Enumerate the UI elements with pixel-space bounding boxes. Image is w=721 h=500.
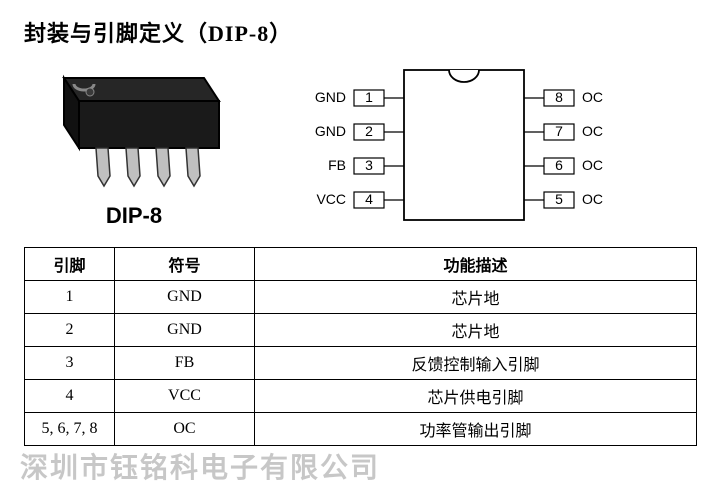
- pinout-right-group: 8 OC 7 OC 6 OC 5 OC: [524, 89, 603, 208]
- pin-num-8: 8: [555, 89, 563, 105]
- table-row: 1 GND 芯片地: [25, 281, 697, 314]
- pin-label-3: FB: [328, 157, 346, 173]
- table-header-row: 引脚 符号 功能描述: [25, 248, 697, 281]
- pin-num-2: 2: [365, 123, 373, 139]
- pin-num-3: 3: [365, 157, 373, 173]
- pin-label-2: GND: [315, 123, 346, 139]
- table-row: 5, 6, 7, 8 OC 功率管输出引脚: [25, 413, 697, 446]
- pin-num-4: 4: [365, 191, 373, 207]
- pin-label-4: VCC: [316, 191, 346, 207]
- pin-num-1: 1: [365, 89, 373, 105]
- col-symbol: 符号: [115, 248, 255, 281]
- top-row: DIP-8 1 GND 2 GND 3: [24, 56, 697, 235]
- table-row: 2 GND 芯片地: [25, 314, 697, 347]
- pin-label-7: OC: [582, 123, 603, 139]
- col-desc: 功能描述: [255, 248, 697, 281]
- pin-num-7: 7: [555, 123, 563, 139]
- pin-label-1: GND: [315, 89, 346, 105]
- chip-3d-container: DIP-8: [24, 56, 244, 229]
- watermark-text: 深圳市钰铭科电子有限公司: [0, 446, 721, 486]
- pin-label-8: OC: [582, 89, 603, 105]
- chip-label: DIP-8: [24, 203, 244, 229]
- pinout-left-group: 1 GND 2 GND 3 FB 4 VCC: [315, 89, 404, 208]
- table-body: 1 GND 芯片地 2 GND 芯片地 3 FB 反馈控制输入引脚 4 VCC …: [25, 281, 697, 446]
- pin-label-5: OC: [582, 191, 603, 207]
- pin-description-table: 引脚 符号 功能描述 1 GND 芯片地 2 GND 芯片地 3 FB 反馈控制…: [24, 247, 697, 446]
- pin-num-5: 5: [555, 191, 563, 207]
- pin-num-6: 6: [555, 157, 563, 173]
- table-row: 4 VCC 芯片供电引脚: [25, 380, 697, 413]
- col-pin: 引脚: [25, 248, 115, 281]
- table-row: 3 FB 反馈控制输入引脚: [25, 347, 697, 380]
- chip-3d-icon: [34, 56, 234, 196]
- pinout-diagram: 1 GND 2 GND 3 FB 4 VCC: [284, 56, 697, 235]
- page-title: 封装与引脚定义（DIP-8）: [24, 16, 697, 48]
- pin-label-6: OC: [582, 157, 603, 173]
